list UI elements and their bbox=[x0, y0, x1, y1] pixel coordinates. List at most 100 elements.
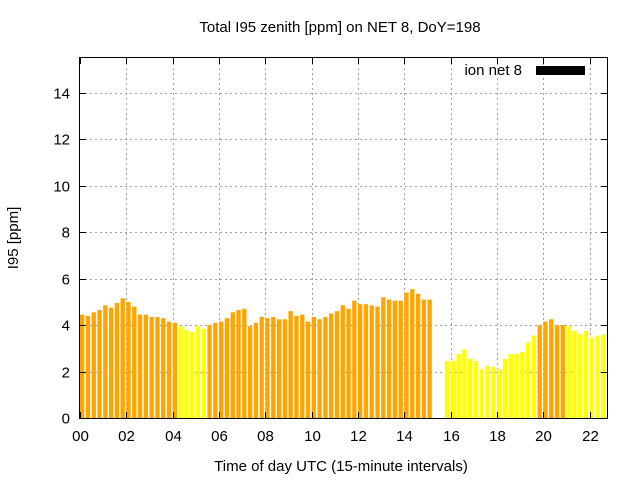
x-tick-label: 04 bbox=[165, 428, 182, 445]
y-tick-label: 0 bbox=[62, 411, 70, 428]
bar bbox=[271, 316, 276, 418]
bar bbox=[323, 316, 328, 418]
bar bbox=[172, 322, 177, 418]
bar bbox=[190, 332, 195, 418]
y-tick-label: 8 bbox=[62, 225, 70, 242]
bar bbox=[201, 328, 206, 418]
bar bbox=[294, 315, 299, 418]
bar bbox=[155, 316, 160, 418]
bar bbox=[207, 325, 212, 418]
bar bbox=[114, 303, 120, 418]
bar bbox=[80, 314, 85, 418]
bar bbox=[85, 315, 91, 418]
bar bbox=[184, 329, 189, 418]
bar bbox=[514, 354, 519, 418]
bar bbox=[386, 299, 392, 418]
y-tick-label: 4 bbox=[62, 318, 70, 335]
bar bbox=[143, 314, 149, 418]
y-tick-label: 12 bbox=[53, 132, 70, 149]
plot-frame bbox=[79, 57, 608, 419]
bar bbox=[479, 369, 484, 418]
x-tick-label: 00 bbox=[72, 428, 89, 445]
bar bbox=[560, 325, 566, 418]
y-axis-label: I95 [ppm] bbox=[5, 207, 22, 270]
x-tick-label: 12 bbox=[350, 428, 367, 445]
bar bbox=[415, 293, 421, 418]
bar bbox=[195, 326, 201, 418]
bar bbox=[554, 325, 560, 418]
x-tick-label: 06 bbox=[211, 428, 228, 445]
bar bbox=[450, 361, 455, 418]
bar bbox=[236, 310, 241, 418]
x-tick-label: 16 bbox=[443, 428, 460, 445]
x-tick-label: 18 bbox=[489, 428, 506, 445]
bar bbox=[525, 342, 531, 418]
bar bbox=[543, 321, 548, 418]
bar bbox=[456, 354, 461, 418]
y-tick-label: 14 bbox=[53, 86, 70, 103]
bar bbox=[288, 311, 293, 418]
bar bbox=[508, 354, 513, 418]
bar bbox=[108, 307, 114, 418]
bar bbox=[282, 319, 288, 418]
y-tick-label: 10 bbox=[53, 179, 70, 196]
bar bbox=[520, 351, 525, 418]
bar bbox=[161, 318, 166, 418]
bar bbox=[398, 300, 403, 418]
bar bbox=[537, 325, 542, 418]
bar bbox=[601, 334, 606, 418]
x-axis-label: Time of day UTC (15-minute intervals) bbox=[214, 458, 468, 475]
bar bbox=[473, 361, 479, 418]
bar bbox=[149, 316, 154, 418]
bar bbox=[311, 316, 316, 418]
x-tick-labels: 00 02 04 06 08 10 12 14 16 18 20 22 bbox=[72, 428, 599, 445]
bar bbox=[491, 366, 496, 418]
bar bbox=[259, 316, 264, 418]
bar bbox=[300, 314, 305, 418]
bar bbox=[213, 322, 218, 418]
bar bbox=[352, 300, 357, 418]
bar bbox=[410, 289, 415, 418]
bar bbox=[357, 304, 363, 418]
legend-label: ion net 8 bbox=[464, 62, 522, 79]
bar bbox=[583, 330, 589, 418]
x-tick-label: 10 bbox=[304, 428, 321, 445]
bar bbox=[404, 292, 409, 418]
x-tick-label: 08 bbox=[257, 428, 274, 445]
bar bbox=[531, 335, 537, 418]
bar bbox=[589, 337, 594, 418]
x-tick-label: 20 bbox=[535, 428, 552, 445]
bar bbox=[103, 305, 108, 418]
bar bbox=[578, 334, 583, 418]
bar bbox=[97, 310, 102, 418]
bar bbox=[178, 326, 183, 418]
y-tick-label: 2 bbox=[62, 365, 70, 382]
bar bbox=[218, 321, 224, 418]
bar bbox=[502, 358, 508, 418]
bar bbox=[166, 321, 172, 418]
bar bbox=[392, 300, 398, 418]
bar bbox=[427, 299, 432, 418]
bar bbox=[369, 305, 374, 418]
legend-swatch bbox=[536, 66, 585, 75]
legend: ion net 8 bbox=[464, 62, 585, 79]
bar bbox=[276, 319, 282, 418]
bar bbox=[230, 312, 235, 418]
bar bbox=[340, 305, 345, 418]
y-tick-label: 6 bbox=[62, 272, 70, 289]
bar bbox=[421, 299, 427, 418]
bar bbox=[381, 297, 386, 418]
bar bbox=[468, 358, 473, 418]
bar bbox=[253, 322, 259, 418]
chart-title: Total I95 zenith [ppm] on NET 8, DoY=198 bbox=[199, 19, 480, 36]
bar bbox=[132, 306, 137, 418]
bar bbox=[485, 365, 490, 418]
bar bbox=[91, 312, 96, 418]
bar bbox=[444, 361, 450, 418]
bar bbox=[137, 314, 143, 418]
bar bbox=[334, 311, 340, 418]
bar bbox=[363, 304, 369, 418]
bar bbox=[566, 326, 571, 418]
bar bbox=[375, 306, 380, 418]
